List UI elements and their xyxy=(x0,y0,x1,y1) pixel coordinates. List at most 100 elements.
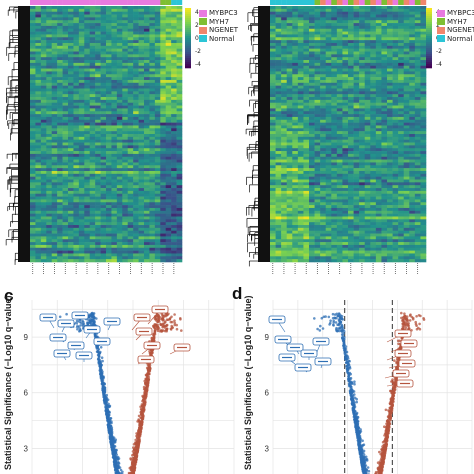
heatmap-cell xyxy=(381,60,388,64)
heatmap-cell xyxy=(331,162,338,166)
heatmap-cell xyxy=(336,122,343,126)
heatmap-cell xyxy=(359,210,366,214)
heatmap-cell xyxy=(353,97,360,101)
colorbar-step xyxy=(185,22,191,25)
heatmap-cell xyxy=(403,85,410,89)
heatmap-cell xyxy=(35,153,42,158)
heatmap-cell xyxy=(303,97,310,101)
heatmap-cell xyxy=(57,48,63,52)
heatmap-cell xyxy=(353,173,360,177)
heatmap-cell xyxy=(314,28,321,32)
heatmap-cell xyxy=(270,14,276,18)
heatmap-cell xyxy=(398,54,405,58)
heatmap-cell xyxy=(414,48,421,52)
heatmap-cell xyxy=(138,244,145,249)
heatmap-cell xyxy=(398,20,405,24)
heatmap-cell xyxy=(160,225,167,229)
heatmap-cell xyxy=(342,37,349,41)
heatmap-cell xyxy=(111,23,118,27)
heatmap-cell xyxy=(35,79,42,84)
heatmap-cell xyxy=(403,165,410,169)
heatmap-cell xyxy=(51,71,58,75)
heatmap-cell xyxy=(73,23,80,27)
heatmap-cell xyxy=(154,17,161,21)
heatmap-cell xyxy=(292,31,299,35)
heatmap-cell xyxy=(348,48,354,52)
heatmap-cell xyxy=(286,51,293,55)
heatmap-cell xyxy=(270,23,276,27)
heatmap-cell xyxy=(40,216,47,220)
heatmap-cell xyxy=(370,193,377,197)
heatmap-cell xyxy=(35,151,42,155)
heatmap-cell xyxy=(398,97,405,101)
heatmap-cell xyxy=(176,37,183,41)
heatmap-cell xyxy=(133,131,139,135)
heatmap-cell xyxy=(133,159,139,163)
heatmap-cell xyxy=(106,8,112,12)
heatmap-cell xyxy=(111,108,118,112)
heatmap-cell xyxy=(35,111,42,115)
heatmap-cell xyxy=(375,11,382,15)
heatmap-cell xyxy=(398,122,405,126)
heatmap-cell xyxy=(57,74,63,78)
heatmap-cell xyxy=(353,62,360,67)
heatmap-cell xyxy=(375,23,382,27)
heatmap-cell xyxy=(149,79,156,84)
heatmap-cell xyxy=(154,131,161,135)
heatmap-cell xyxy=(160,105,167,109)
heatmap-cell xyxy=(89,91,96,95)
heatmap-cell xyxy=(171,91,177,95)
heatmap-cell xyxy=(348,42,354,47)
heatmap-cell xyxy=(297,14,304,18)
heatmap-cell xyxy=(154,168,161,172)
heatmap-cell xyxy=(154,225,161,229)
heatmap-cell xyxy=(353,111,360,115)
annotation-cell xyxy=(165,0,172,5)
heatmap-cell xyxy=(40,173,47,177)
heatmap-cell xyxy=(51,219,58,223)
heatmap-cell xyxy=(303,173,310,177)
heatmap-cell xyxy=(144,219,150,223)
heatmap-cell xyxy=(281,176,288,180)
heatmap-cell xyxy=(420,116,427,121)
heatmap-cell xyxy=(297,91,304,95)
heatmap-cell xyxy=(420,136,427,140)
heatmap-cell xyxy=(370,122,377,126)
heatmap-cell xyxy=(133,45,139,49)
heatmap-cell xyxy=(325,142,332,146)
heatmap-cell xyxy=(144,94,150,98)
annotation-cell xyxy=(89,0,96,5)
heatmap-cell xyxy=(106,239,112,243)
heatmap-cell xyxy=(176,222,183,226)
heatmap-cell xyxy=(171,128,177,132)
heatmap-cell xyxy=(353,42,360,47)
heatmap-cell xyxy=(160,213,167,217)
heatmap-cell xyxy=(144,99,150,104)
heatmap-cell xyxy=(176,71,183,75)
heatmap-cell xyxy=(46,34,53,38)
heatmap-cell xyxy=(100,256,107,260)
heatmap-cell xyxy=(127,48,134,52)
heatmap-cell xyxy=(176,20,183,24)
heatmap-cell xyxy=(398,57,405,61)
heatmap-cell xyxy=(414,97,421,101)
heatmap-cell xyxy=(154,14,161,18)
heatmap-cell xyxy=(62,71,69,75)
heatmap-cell xyxy=(171,94,177,98)
heatmap-cell xyxy=(160,6,167,10)
heatmap-cell xyxy=(35,182,42,186)
heatmap-cell xyxy=(392,142,399,146)
heatmap-cell xyxy=(84,170,91,175)
heatmap-cell xyxy=(286,185,293,189)
heatmap-cell xyxy=(138,105,145,109)
heatmap-cell xyxy=(160,162,167,166)
heatmap-cell xyxy=(331,179,338,183)
heatmap-cell xyxy=(57,222,63,226)
heatmap-cell xyxy=(364,134,371,138)
heatmap-cell xyxy=(62,60,69,64)
heatmap-cell xyxy=(144,85,150,89)
colorbar-step xyxy=(185,14,191,17)
heatmap-cell xyxy=(314,111,321,115)
heatmap-cell xyxy=(414,139,421,143)
heatmap-cell xyxy=(297,79,304,84)
